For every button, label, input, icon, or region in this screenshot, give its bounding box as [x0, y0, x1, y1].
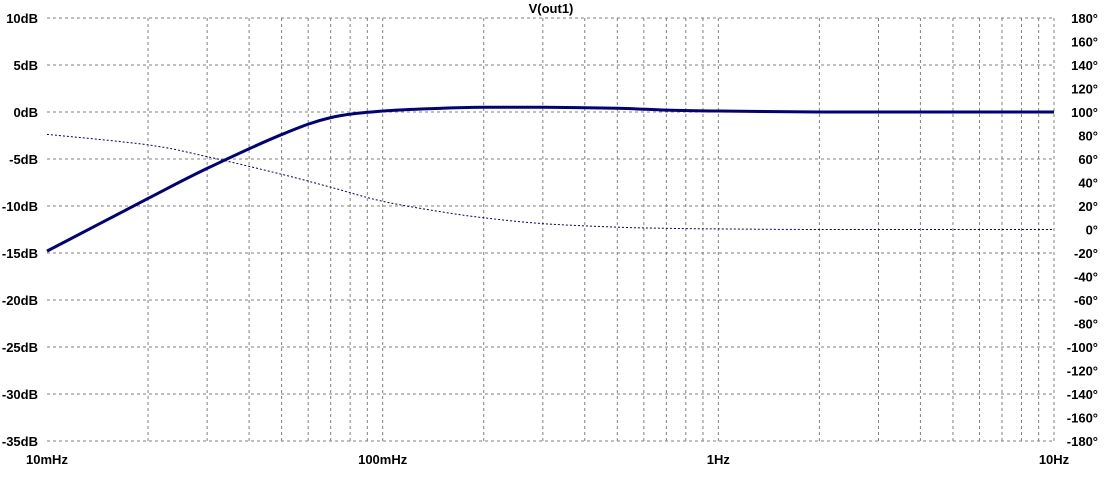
x-tick-label: 1Hz [707, 452, 731, 467]
right-tick-label: -180° [1067, 434, 1098, 449]
right-tick-label: -60° [1074, 293, 1098, 308]
right-tick-label: 0° [1086, 223, 1098, 238]
left-tick-label: -5dB [9, 152, 38, 167]
x-tick-label: 10Hz [1039, 452, 1070, 467]
right-tick-label: 180° [1071, 11, 1098, 26]
x-tick-label: 10mHz [26, 452, 68, 467]
left-tick-label: 0dB [13, 105, 38, 120]
magnitude-trace [46, 105, 1054, 253]
chart-title: V(out1) [529, 1, 574, 16]
right-tick-label: -120° [1067, 364, 1098, 379]
x-tick-label: 100mHz [358, 452, 408, 467]
right-tick-label: 100° [1071, 105, 1098, 120]
right-tick-label: -140° [1067, 387, 1098, 402]
left-axis-tick-labels: 10dB 5dB 0dB -5dB -10dB -15dB -20dB -25dB -30dB -… [2, 11, 38, 449]
left-tick-label: -15dB [2, 246, 38, 261]
right-tick-label: -20° [1074, 246, 1098, 261]
right-tick-label: -100° [1067, 340, 1098, 355]
right-tick-label: -80° [1074, 317, 1098, 332]
right-axis-tick-labels: 180° 160° 140° 120° 100° 80° 60° 40° 20° 0° -20° -4… [1067, 11, 1098, 449]
right-tick-label: 120° [1071, 82, 1098, 97]
left-tick-label: 5dB [13, 58, 38, 73]
phase-trace [46, 133, 1054, 231]
right-tick-label: -160° [1067, 411, 1098, 426]
left-tick-label: -35dB [2, 434, 38, 449]
left-tick-label: -30dB [2, 387, 38, 402]
traces [46, 105, 1054, 253]
right-tick-label: 20° [1078, 199, 1098, 214]
right-tick-label: 80° [1078, 129, 1098, 144]
x-axis-tick-labels: 10mHz 100mHz 1Hz 10Hz [26, 452, 1070, 467]
right-tick-label: 40° [1078, 176, 1098, 191]
right-tick-label: -40° [1074, 270, 1098, 285]
right-tick-label: 140° [1071, 58, 1098, 73]
left-tick-label: -25dB [2, 340, 38, 355]
left-tick-label: -20dB [2, 293, 38, 308]
right-tick-label: 160° [1071, 35, 1098, 50]
right-tick-label: 60° [1078, 152, 1098, 167]
left-tick-label: -10dB [2, 199, 38, 214]
left-tick-label: 10dB [6, 11, 38, 26]
